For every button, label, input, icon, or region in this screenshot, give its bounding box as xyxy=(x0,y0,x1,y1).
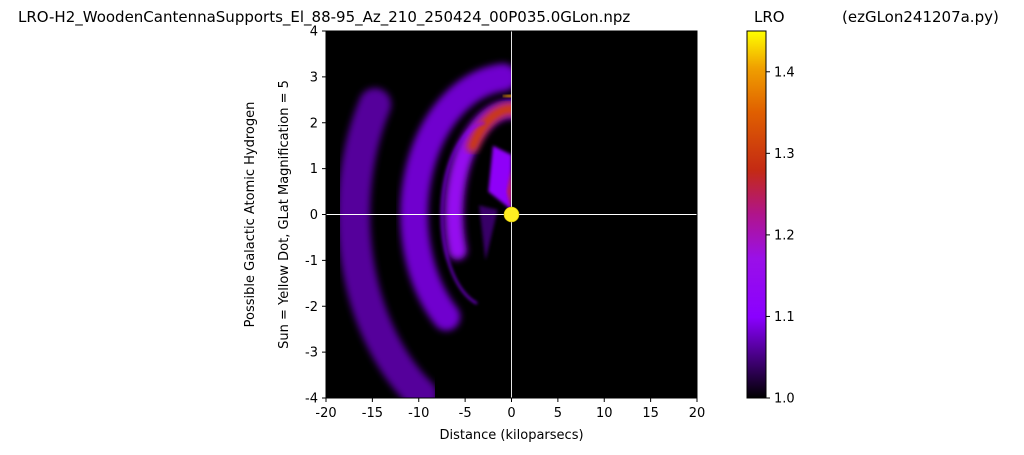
x-tick-label: -20 xyxy=(315,406,336,421)
y-tick-label: 1 xyxy=(310,162,318,177)
y-tick-label: 2 xyxy=(310,116,318,131)
y-tick-label: -1 xyxy=(305,254,318,269)
colorbar-tick-label: 1.4 xyxy=(774,65,795,80)
x-tick-label: -10 xyxy=(408,406,429,421)
heatmap-feature-sun-wedge xyxy=(506,168,512,210)
x-tick-label: 20 xyxy=(689,406,706,421)
y-axis-label-line2: Sun = Yellow Dot, GLat Magnification = 5 xyxy=(277,80,292,349)
colorbar xyxy=(746,30,767,399)
heatmap-feature-outer-arc xyxy=(400,63,517,331)
y-tick-label: 0 xyxy=(310,208,318,223)
program-label: (ezGLon241207a.py) xyxy=(842,8,999,26)
heatmap-feature-near-wedge xyxy=(488,145,512,210)
colorbar-title: LRO xyxy=(754,8,785,26)
colorbar-tick-label: 1.3 xyxy=(774,147,795,162)
x-axis-label: Distance (kiloparsecs) xyxy=(439,428,583,443)
y-tick-label: 4 xyxy=(310,25,318,40)
x-tick-label: 0 xyxy=(507,406,515,421)
colorbar-ticks: 1.0 1.1 1.2 1.3 1.4 xyxy=(766,65,795,407)
x-axis-ticks: -20 -15 -10 -5 0 5 10 15 20 xyxy=(315,398,705,421)
chart-title: LRO-H2_WoodenCantennaSupports_El_88-95_A… xyxy=(18,8,630,27)
y-tick-label: -2 xyxy=(305,300,318,315)
y-axis-ticks: -4 -3 -2 -1 0 1 2 3 4 xyxy=(305,25,326,407)
heatmap-feature-thin-ring xyxy=(441,122,486,305)
y-tick-label: -3 xyxy=(305,346,318,361)
x-tick-label: 10 xyxy=(596,406,613,421)
x-tick-label: -15 xyxy=(362,406,383,421)
x-tick-label: 5 xyxy=(554,406,562,421)
y-tick-label: 3 xyxy=(310,70,318,85)
x-tick-label: 15 xyxy=(642,406,659,421)
heatmap-feature-far-lower-arc xyxy=(337,88,438,398)
colorbar-tick-label: 1.0 xyxy=(774,392,795,407)
y-axis-label-line1: Possible Galactic Atomic Hydrogen xyxy=(243,102,258,328)
colorbar-tick-label: 1.1 xyxy=(774,310,795,325)
y-tick-label: -4 xyxy=(305,392,318,407)
x-tick-label: -5 xyxy=(459,406,472,421)
heatmap-feature-lower-wedge xyxy=(479,205,498,261)
sun-marker xyxy=(503,206,520,223)
colorbar-tick-label: 1.2 xyxy=(774,228,795,243)
